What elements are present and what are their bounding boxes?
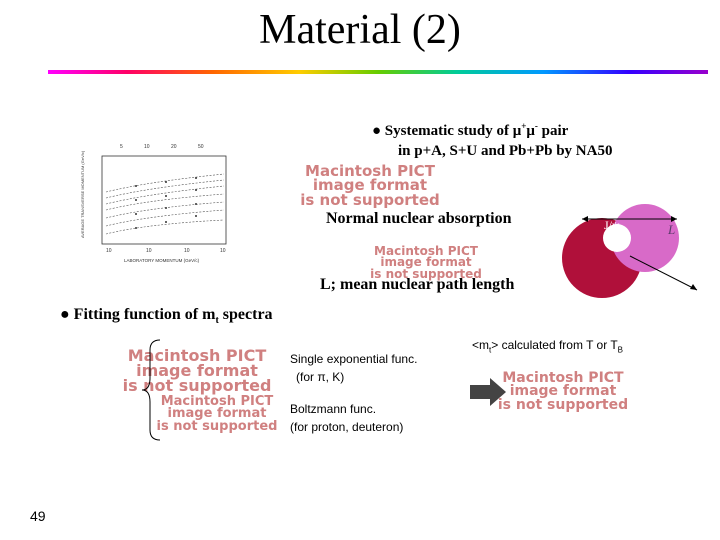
transverse-momentum-graph: 5 10 20 50 10 10 10 10 LABORATORY MOMENT… (76, 138, 254, 266)
graph-bottom-tick: 10 (220, 248, 226, 254)
graph-bottom-tick: 10 (184, 248, 190, 254)
systematic-study-line2: in p+A, S+U and Pb+Pb by NA50 (398, 143, 613, 159)
graph-xlabel: LABORATORY MOMENTUM (GeV/c) (124, 258, 200, 263)
absorption-label: Normal nuclear absorption (326, 210, 512, 227)
exponential-func-text: Single exponential func. (for π, K) (290, 352, 418, 384)
jpsi-particle (603, 224, 631, 252)
mt-calculation-note: <mt> calculated from T or TB (472, 338, 623, 355)
graph-top-tick: 50 (198, 144, 204, 150)
systematic-study-line1: ● Systematic study of μ+μ- pair (372, 121, 569, 139)
graph-top-tick: 20 (171, 144, 177, 150)
boltzmann-func-text: Boltzmann func. (for proton, deuteron) (290, 402, 404, 434)
graph-ylabel: AVERAGE TRANSVERSE MOMENTUM (GeV/c) (80, 150, 85, 238)
left-brace (141, 339, 161, 441)
graph-bottom-tick: 10 (106, 248, 112, 254)
pict-placeholder-mt: Macintosh PICT image format is not support… (497, 370, 629, 413)
jpsi-label: J/ψ (604, 218, 620, 232)
pict-placeholder-2: Macintosh PICT image format is not support… (370, 244, 482, 281)
graph-top-tick: 5 (120, 144, 123, 150)
pict-placeholder-boltzmann: Macintosh PICT image format is not support… (156, 394, 278, 434)
trajectory-arrow (629, 255, 698, 291)
projectile-nucleus (611, 204, 679, 272)
right-arrow-icon (470, 378, 506, 406)
pict-placeholder-exponential: Macintosh PICT image format is not support… (122, 346, 272, 396)
L-definition: L; mean nuclear path length (320, 276, 515, 293)
nucleus-diagram (562, 204, 698, 298)
graph-top-tick: 10 (144, 144, 150, 150)
slide-title: Material (2) (259, 7, 461, 53)
L-label: L (668, 222, 676, 237)
fitting-heading: ● Fitting function of mt spectra (60, 306, 273, 327)
pict-placeholder-1: Macintosh PICT image format is not support… (300, 162, 440, 209)
title-gradient-rule (48, 70, 708, 74)
slide-number: 49 (30, 508, 46, 524)
graph-bottom-tick: 10 (146, 248, 152, 254)
